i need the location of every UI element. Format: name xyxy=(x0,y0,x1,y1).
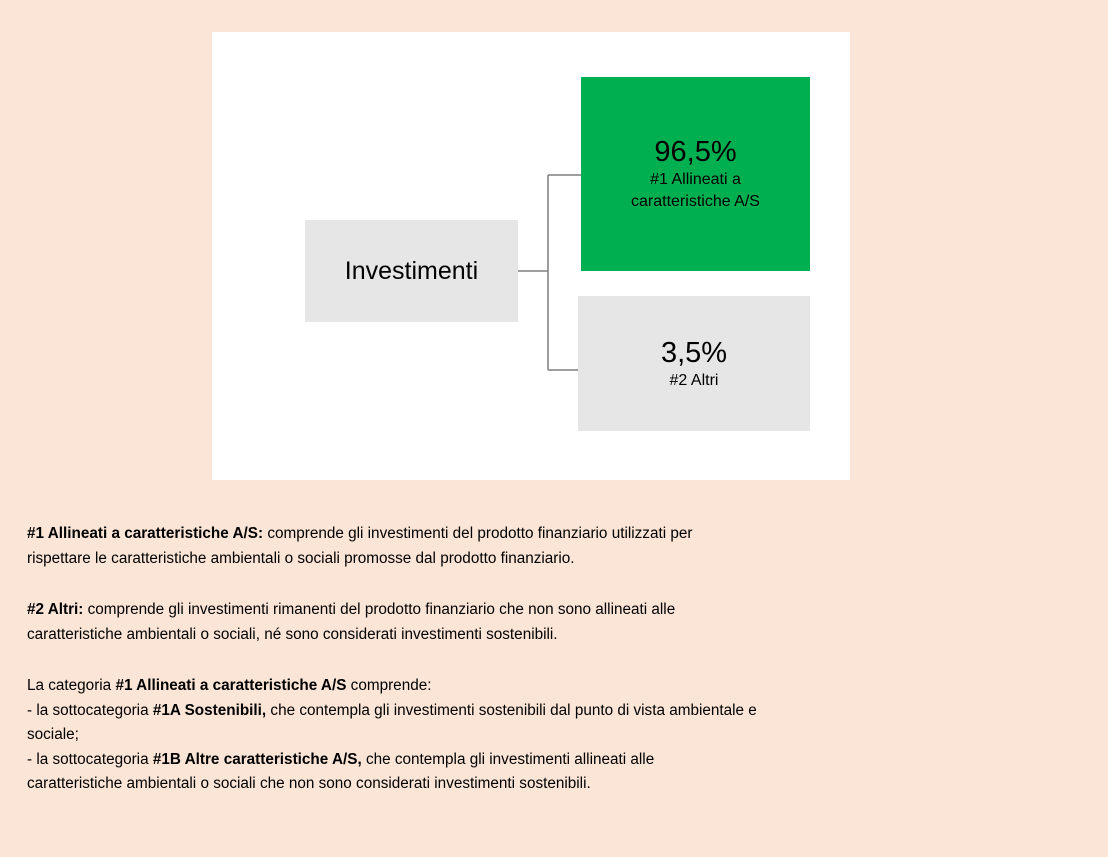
bold-term: #1 Allineati a caratteristiche A/S xyxy=(115,677,347,694)
text-line: rispettare le caratteristiche ambientali… xyxy=(27,547,757,572)
bold-term: #1A Sostenibili, xyxy=(152,701,267,719)
connectors xyxy=(518,174,581,371)
bold-term: #2 Altri: xyxy=(27,601,84,618)
text-run: sociale; xyxy=(27,726,79,743)
paragraph: #1 Allineati a caratteristiche A/S: comp… xyxy=(27,522,757,571)
text-line: caratteristiche ambientali o sociali che… xyxy=(27,772,757,797)
child-node: 3,5% #2 Altri xyxy=(578,296,810,431)
text-run: caratteristiche ambientali o sociali che… xyxy=(27,775,591,792)
root-label: Investimenti xyxy=(344,256,479,285)
text-run: - la sottocategoria xyxy=(27,750,153,768)
text-run: - la sottocategoria xyxy=(27,701,153,719)
text-run: comprende gli investimenti rimanenti del… xyxy=(83,601,676,618)
text-run: La categoria xyxy=(27,677,116,694)
text-run: che contempla gli investimenti allineati… xyxy=(361,750,655,768)
paragraph: La categoria #1 Allineati a caratteristi… xyxy=(27,674,757,797)
text-run: caratteristiche ambientali o sociali, né… xyxy=(27,625,558,643)
diagram-panel: Investimenti 96,5% #1 Allineati a caratt… xyxy=(212,32,850,480)
node-label: #1 Allineati a caratteristiche A/S xyxy=(631,171,760,210)
text-line: #1 Allineati a caratteristiche A/S: comp… xyxy=(27,522,757,547)
text-line: #2 Altri: comprende gli investimenti rim… xyxy=(27,598,757,623)
text-run: comprende: xyxy=(346,677,432,694)
root-node: Investimenti xyxy=(305,220,518,322)
node-value: 96,5% xyxy=(654,136,737,168)
node-value: 3,5% xyxy=(660,336,728,369)
text-run: comprende gli investimenti del prodotto … xyxy=(263,525,693,542)
text-line: - la sottocategoria #1A Sostenibili, che… xyxy=(27,699,757,724)
bold-term: #1B Altre caratteristiche A/S, xyxy=(152,750,362,768)
paragraph: #2 Altri: comprende gli investimenti rim… xyxy=(27,598,757,647)
text-line: caratteristiche ambientali o sociali, né… xyxy=(27,623,757,648)
text-run: che contempla gli investimenti sostenibi… xyxy=(266,701,757,719)
description: #1 Allineati a caratteristiche A/S: comp… xyxy=(27,522,757,824)
text-run: rispettare le caratteristiche ambientali… xyxy=(27,549,575,567)
child-node: 96,5% #1 Allineati a caratteristiche A/S xyxy=(581,77,810,271)
bold-term: #1 Allineati a caratteristiche A/S: xyxy=(27,525,264,542)
text-line: La categoria #1 Allineati a caratteristi… xyxy=(27,674,757,699)
node-label: #2 Altri xyxy=(669,371,719,389)
text-line: - la sottocategoria #1B Altre caratteris… xyxy=(27,748,757,773)
text-line: sociale; xyxy=(27,723,757,748)
